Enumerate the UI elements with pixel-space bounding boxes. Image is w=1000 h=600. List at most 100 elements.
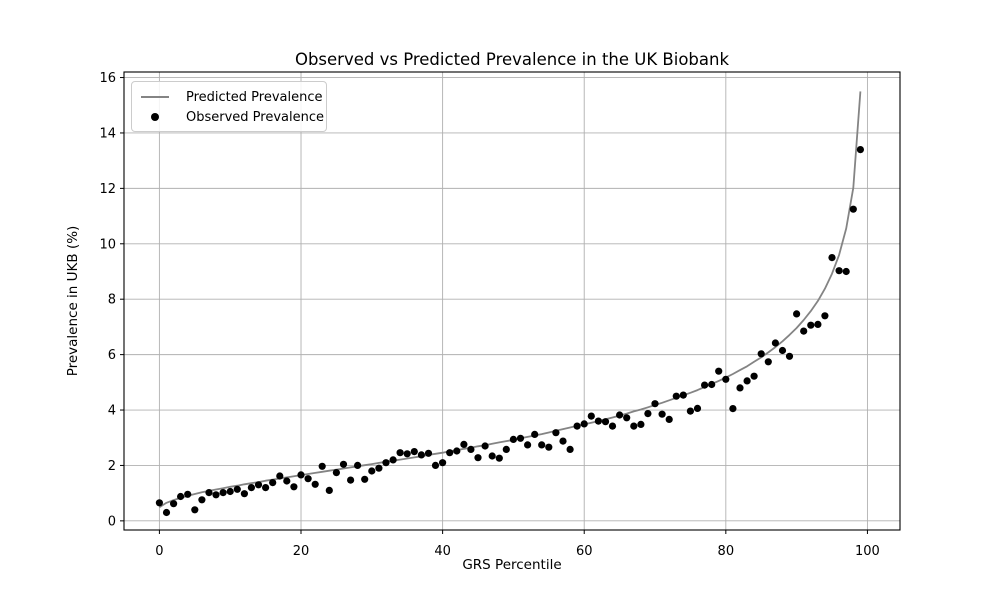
- observed-prevalence-point: [715, 367, 723, 375]
- y-tick-label: 10: [99, 237, 116, 252]
- observed-prevalence-point: [800, 327, 808, 335]
- observed-prevalence-point: [821, 312, 829, 320]
- observed-prevalence-point: [708, 380, 716, 389]
- observed-prevalence-point: [828, 254, 836, 262]
- observed-prevalence-point: [736, 384, 744, 392]
- observed-prevalence-point: [757, 350, 765, 358]
- observed-prevalence-point: [325, 486, 333, 494]
- observed-prevalence-point: [170, 500, 178, 508]
- legend-item-predicted: Predicted Prevalence: [132, 87, 326, 107]
- observed-prevalence-point: [240, 490, 248, 498]
- observed-prevalence-point: [793, 310, 801, 318]
- observed-prevalence-point: [672, 392, 680, 400]
- y-tick-label: 8: [108, 293, 116, 308]
- observed-prevalence-point: [446, 449, 454, 457]
- observed-prevalence-point: [538, 441, 546, 449]
- legend-swatch: [141, 96, 169, 98]
- observed-prevalence-point: [247, 484, 255, 492]
- observed-prevalence-point: [778, 346, 787, 355]
- observed-prevalence-point: [686, 407, 695, 415]
- observed-prevalence-point: [566, 445, 574, 453]
- observed-prevalence-point: [849, 205, 857, 213]
- observed-prevalence-point: [290, 483, 298, 491]
- data-series: [155, 91, 865, 517]
- observed-prevalence-point: [191, 506, 199, 514]
- observed-prevalence-point: [814, 320, 822, 328]
- observed-prevalence-point: [233, 485, 241, 493]
- observed-prevalence-point: [439, 459, 447, 467]
- observed-prevalence-point: [616, 411, 624, 419]
- observed-prevalence-point: [509, 435, 517, 443]
- x-axis-label: GRS Percentile: [462, 557, 561, 573]
- y-tick-label: 12: [99, 182, 116, 197]
- y-tick-label: 16: [99, 71, 116, 86]
- observed-prevalence-point: [162, 508, 171, 517]
- observed-prevalence-point: [807, 321, 815, 329]
- legend-label-predicted: Predicted Prevalence: [186, 89, 323, 105]
- observed-prevalence-point: [743, 377, 751, 385]
- observed-prevalence-point: [226, 487, 234, 496]
- observed-prevalence-point: [630, 422, 638, 430]
- observed-prevalence-point: [481, 442, 489, 450]
- observed-prevalence-point: [729, 405, 737, 413]
- observed-prevalence-point: [304, 475, 312, 483]
- legend-swatch: [141, 113, 169, 121]
- observed-prevalence-point: [665, 415, 673, 423]
- y-tick-label: 2: [108, 459, 116, 474]
- observed-prevalence-point: [417, 451, 425, 459]
- x-tick-label: 20: [293, 544, 310, 559]
- observed-prevalence-point: [431, 461, 440, 469]
- observed-prevalence-point: [389, 456, 397, 464]
- observed-prevalence-point: [460, 440, 468, 448]
- observed-prevalence-point: [347, 476, 355, 484]
- plot-border: [123, 71, 901, 531]
- observed-prevalence-point: [361, 475, 369, 483]
- observed-prevalence-point: [559, 437, 567, 445]
- observed-prevalence-point: [785, 352, 794, 360]
- observed-prevalence-point: [177, 492, 185, 501]
- observed-prevalence-point: [495, 454, 503, 462]
- y-tick-label: 6: [108, 348, 116, 363]
- observed-prevalence-point: [580, 420, 588, 428]
- observed-prevalence-point: [764, 358, 772, 366]
- observed-prevalence-point: [651, 400, 659, 408]
- predicted-prevalence-line: [158, 91, 862, 509]
- observed-prevalence-point: [488, 452, 496, 460]
- y-axis-label: Prevalence in UKB (%): [65, 226, 81, 377]
- observed-prevalence-point: [722, 375, 730, 383]
- observed-prevalence-point: [332, 469, 340, 477]
- observed-prevalence-point: [453, 447, 461, 455]
- observed-prevalence-point: [375, 464, 383, 472]
- observed-prevalence-point: [311, 480, 319, 488]
- observed-prevalence-point: [382, 459, 390, 467]
- observed-prevalence-point: [516, 434, 525, 442]
- gridlines: [124, 72, 900, 530]
- observed-prevalence-point: [693, 404, 702, 412]
- observed-prevalence-point: [608, 422, 617, 430]
- observed-prevalence-point: [601, 418, 610, 426]
- observed-prevalence-point: [835, 267, 843, 275]
- observed-prevalence-point: [354, 461, 362, 469]
- x-tick-label: 0: [155, 544, 163, 559]
- observed-prevalence-point: [198, 496, 206, 504]
- observed-prevalence-point: [502, 445, 510, 453]
- x-tick-label: 40: [434, 544, 451, 559]
- observed-prevalence-point: [410, 448, 418, 456]
- observed-prevalence-point: [531, 430, 539, 438]
- observed-prevalence-point: [552, 429, 560, 437]
- y-tick-label: 4: [108, 404, 116, 419]
- observed-prevalence-point: [339, 460, 348, 468]
- observed-prevalence-point: [396, 449, 404, 457]
- observed-prevalence-point: [545, 443, 553, 451]
- observed-prevalence-point: [750, 372, 758, 380]
- observed-prevalence-point: [467, 445, 475, 453]
- observed-prevalence-point: [594, 417, 603, 425]
- observed-prevalence-point: [679, 391, 687, 399]
- observed-prevalence-point: [771, 339, 780, 347]
- observed-prevalence-point: [701, 381, 709, 389]
- legend: Predicted Prevalence Observed Prevalence: [131, 81, 327, 132]
- observed-prevalence-point: [623, 414, 631, 422]
- observed-prevalence-point: [254, 481, 263, 489]
